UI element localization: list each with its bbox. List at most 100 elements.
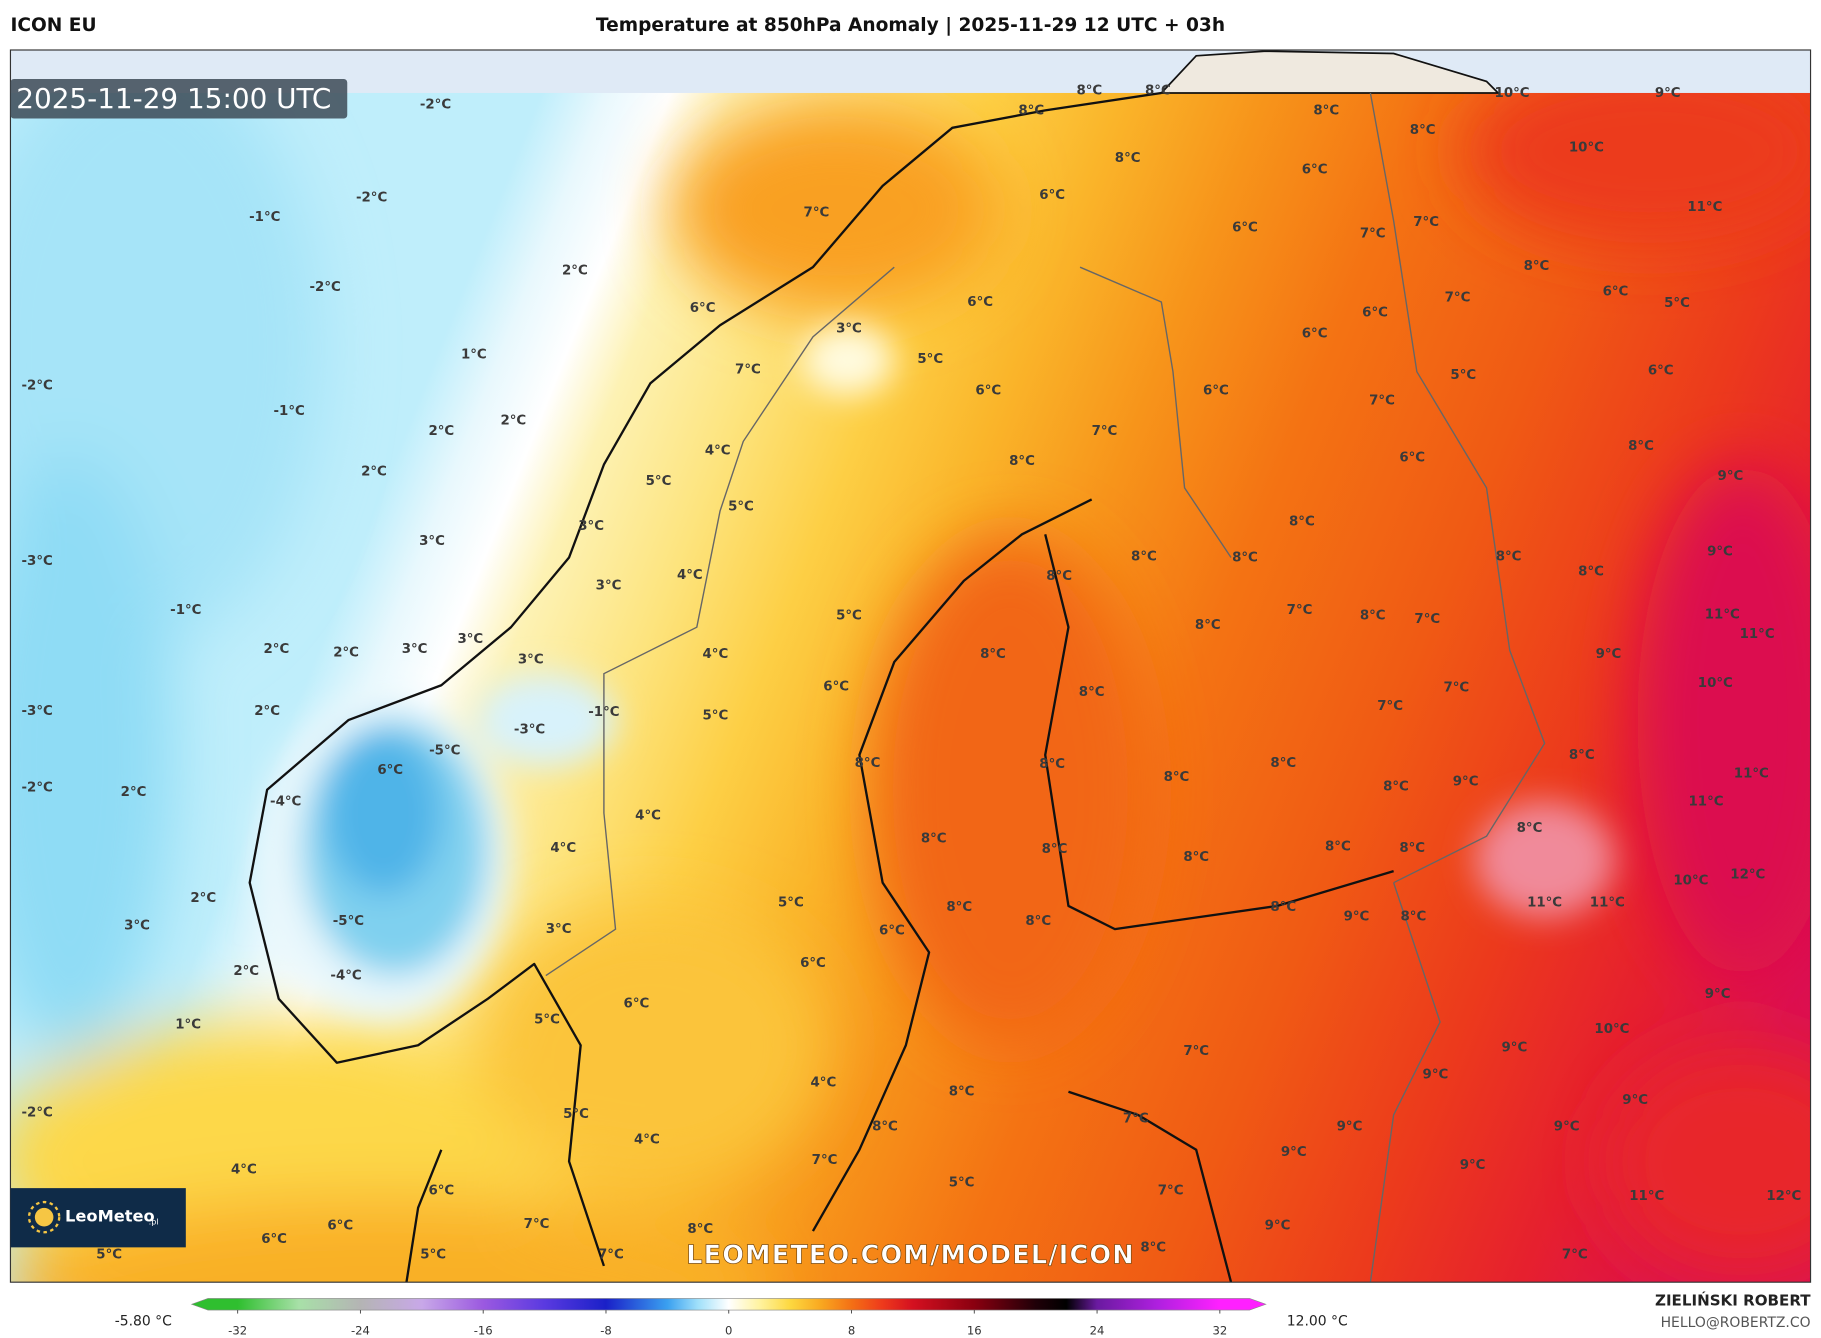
temperature-label: 6°C xyxy=(1603,285,1629,300)
temperature-label: 2°C xyxy=(500,413,526,428)
map-labels: -2°C -2°C -1°C -2°C 2°C 1°C -2°C -1°C 2°C 2°C 2°C 3… xyxy=(22,84,1802,1263)
colorbar-bar xyxy=(190,1298,1267,1311)
logo-rays xyxy=(27,1200,61,1234)
logo-sun xyxy=(34,1207,54,1227)
temperature-label: 4°C xyxy=(811,1075,837,1090)
borders xyxy=(545,92,1546,1283)
colorbar-tick-label: 8 xyxy=(848,1323,855,1337)
temperature-label: 2°C xyxy=(428,424,454,439)
temperature-label: 12°C xyxy=(1766,1189,1801,1204)
temperature-label: 8°C xyxy=(980,647,1006,662)
temperature-label: 8°C xyxy=(687,1222,713,1237)
colorbar-tick-label: -16 xyxy=(474,1323,493,1337)
temperature-label: 7°C xyxy=(1092,424,1118,439)
temperature-label: 9°C xyxy=(1337,1120,1363,1135)
temperature-label: 3°C xyxy=(419,534,445,549)
temperature-label: 11°C xyxy=(1734,767,1769,782)
temperature-label: 11°C xyxy=(1687,200,1722,215)
temperature-label: 11°C xyxy=(1705,607,1740,622)
land-outside xyxy=(1159,50,1501,94)
temperature-label: 4°C xyxy=(634,1132,660,1147)
temperature-label: 7°C xyxy=(1413,215,1439,230)
temperature-label: 7°C xyxy=(1183,1044,1209,1059)
temperature-label: -5°C xyxy=(429,743,460,758)
temperature-label: 6°C xyxy=(690,301,716,316)
temperature-label: 6°C xyxy=(1399,451,1425,466)
temperature-label: 2°C xyxy=(264,642,290,657)
temperature-label: 6°C xyxy=(1203,383,1229,398)
temperature-label: 6°C xyxy=(1648,364,1674,379)
temperature-label: 4°C xyxy=(635,808,661,823)
email: HELLO@ROBERTZ.CO xyxy=(1661,1315,1811,1331)
map-title: Temperature at 850hPa Anomaly | 2025-11-… xyxy=(596,15,1225,36)
colorbar-tick-label: 32 xyxy=(1212,1323,1227,1337)
temperature-label: 8°C xyxy=(1183,850,1209,865)
temperature-label: 12°C xyxy=(1730,868,1765,883)
temperature-label: 8°C xyxy=(872,1120,898,1135)
temperature-label: 7°C xyxy=(598,1247,624,1262)
temperature-label: -3°C xyxy=(22,554,53,569)
temperature-label: 8°C xyxy=(1270,900,1296,915)
temperature-label: 10°C xyxy=(1569,141,1604,156)
temperature-label: 10°C xyxy=(1594,1022,1629,1037)
temperature-label: 7°C xyxy=(812,1153,838,1168)
temperature-label: 5°C xyxy=(917,352,943,367)
temperature-label: 6°C xyxy=(975,383,1001,398)
temperature-label: 8°C xyxy=(1025,914,1051,929)
temperature-label: 3°C xyxy=(124,919,150,934)
temperature-label: 8°C xyxy=(1039,757,1065,772)
temperature-label: -3°C xyxy=(514,722,545,737)
temperature-label: -2°C xyxy=(22,780,53,795)
temperature-label: 6°C xyxy=(823,679,849,694)
temperature-label: 9°C xyxy=(1596,647,1622,662)
temperature-label: 5°C xyxy=(96,1247,122,1262)
temperature-label: 3°C xyxy=(596,578,622,593)
temperature-label: 9°C xyxy=(1718,469,1744,484)
temperature-label: 8°C xyxy=(1289,515,1315,530)
temperature-label: 10°C xyxy=(1495,86,1530,101)
colorbar-tick-label: -32 xyxy=(228,1323,247,1337)
temperature-label: 4°C xyxy=(703,647,729,662)
colorbar-min: -5.80 °C xyxy=(115,1314,172,1330)
watermark: LEOMETEO.COM/MODEL/ICON xyxy=(686,1241,1135,1271)
logo: LeoMeteo .pl xyxy=(10,1188,186,1248)
temperature-label: 8°C xyxy=(1164,770,1190,785)
temperature-label: 2°C xyxy=(562,264,588,279)
temperature-label: 6°C xyxy=(1302,163,1328,178)
temperature-label: 4°C xyxy=(550,841,576,856)
colorbar-tick-label: 16 xyxy=(967,1323,982,1337)
temperature-label: 10°C xyxy=(1698,676,1733,691)
temperature-label: 8°C xyxy=(949,1085,975,1100)
temperature-label: 8°C xyxy=(921,832,947,847)
temperature-label: 5°C xyxy=(949,1175,975,1190)
temperature-label: 5°C xyxy=(728,499,754,514)
temperature-label: 7°C xyxy=(524,1217,550,1232)
temperature-label: 3°C xyxy=(457,632,483,647)
temperature-label: 8°C xyxy=(1115,151,1141,166)
temperature-label: 8°C xyxy=(946,900,972,915)
temperature-label: 8°C xyxy=(1232,551,1258,566)
temperature-label: 8°C xyxy=(1018,103,1044,118)
temperature-label: 1°C xyxy=(175,1017,201,1032)
temperature-label: 5°C xyxy=(534,1013,560,1028)
temperature-label: 3°C xyxy=(546,922,572,937)
temperature-label: 9°C xyxy=(1655,86,1681,101)
temperature-label: 6°C xyxy=(1302,326,1328,341)
timestamp: 2025-11-29 15:00 UTC xyxy=(16,82,331,115)
temperature-label: -4°C xyxy=(330,969,361,984)
temperature-label: 9°C xyxy=(1707,545,1733,560)
temperature-label: 8°C xyxy=(1270,756,1296,771)
temperature-label: 3°C xyxy=(578,519,604,534)
temperature-label: 11°C xyxy=(1590,895,1625,910)
temperature-label: 1°C xyxy=(461,347,487,362)
temperature-blobs xyxy=(10,49,1811,1283)
temperature-label: 8°C xyxy=(1195,618,1221,633)
temperature-label: -1°C xyxy=(588,705,619,720)
temperature-label: -2°C xyxy=(22,379,53,394)
temperature-label: 7°C xyxy=(1445,290,1471,305)
temperature-label: 4°C xyxy=(705,444,731,459)
temperature-label: 8°C xyxy=(1313,103,1339,118)
temperature-label: 8°C xyxy=(1046,569,1072,584)
temperature-label: 8°C xyxy=(1628,439,1654,454)
